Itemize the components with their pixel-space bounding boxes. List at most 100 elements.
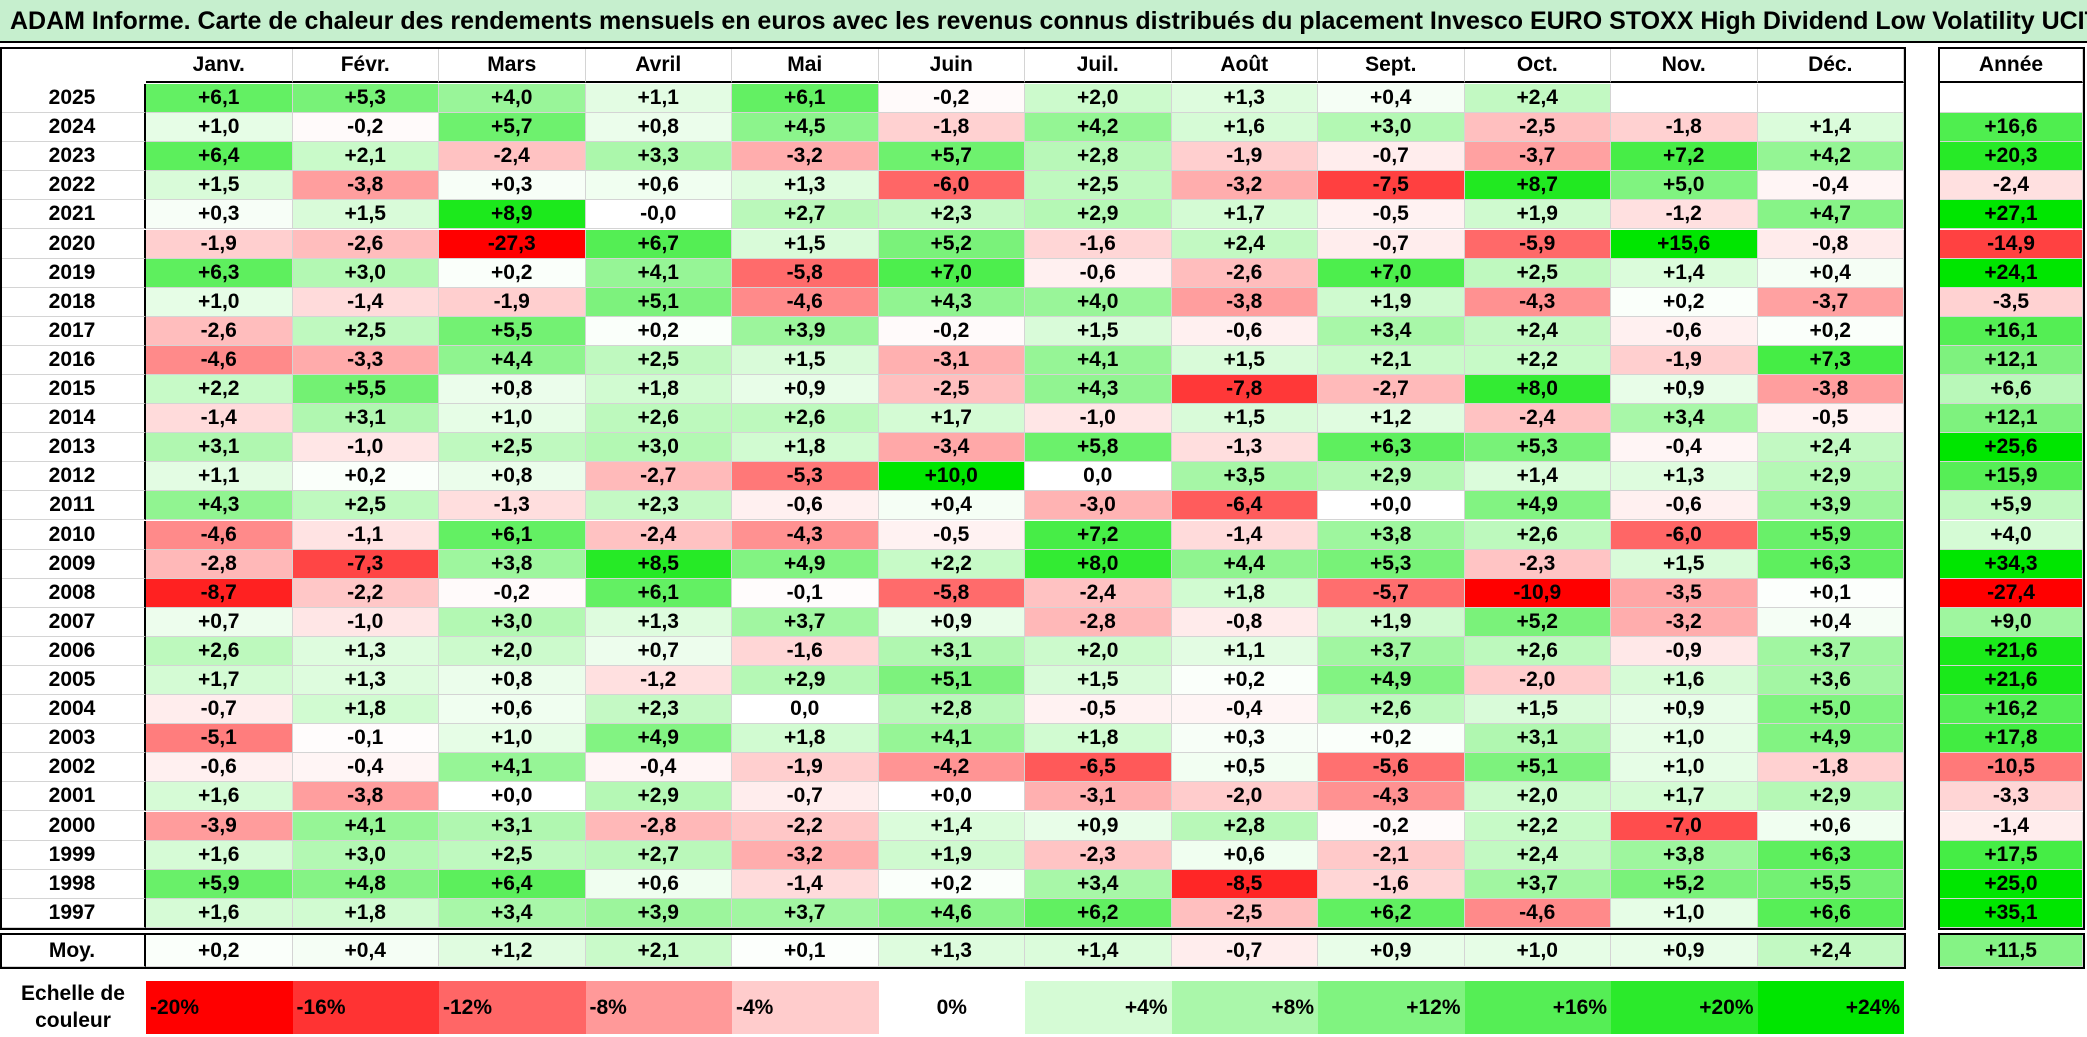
heatmap-cell: -2,6 <box>146 316 293 346</box>
heatmap-cell: +1,9 <box>1464 200 1611 230</box>
heatmap-cell: -3,1 <box>878 345 1025 375</box>
heatmap-cell: +0,3 <box>439 171 586 201</box>
heatmap-cell: -2,3 <box>1025 840 1172 870</box>
heatmap-cell: +3,8 <box>1318 520 1465 550</box>
heatmap-cell: +5,1 <box>1464 753 1611 783</box>
color-scale-swatch: +20% <box>1611 981 1758 1034</box>
heatmap-cell: +3,6 <box>1757 666 1904 696</box>
heatmap-cell: -8,5 <box>1171 869 1318 899</box>
heatmap-cell: +2,9 <box>1318 462 1465 492</box>
heatmap-cell: -3,8 <box>292 782 439 812</box>
heatmap-cell: -0,4 <box>1171 695 1318 725</box>
year-label: 2023 <box>0 142 146 172</box>
heatmap-cell: +6,7 <box>585 229 732 259</box>
heatmap-cell: +0,6 <box>439 695 586 725</box>
heatmap-cell: -1,6 <box>732 636 879 666</box>
year-label: 2012 <box>0 462 146 492</box>
heatmap-cell: +1,3 <box>1611 462 1758 492</box>
heatmap-cell: +2,2 <box>878 549 1025 579</box>
year-label: 2008 <box>0 578 146 608</box>
heatmap-cell: +2,9 <box>1757 782 1904 812</box>
heatmap-cell: +2,0 <box>1025 84 1172 114</box>
annual-cell <box>1940 84 2083 114</box>
annual-cell: +20,3 <box>1940 142 2083 172</box>
color-scale-swatch: 0% <box>878 981 1025 1034</box>
heatmap-cell: -3,8 <box>292 171 439 201</box>
heatmap-cell: -3,7 <box>1464 142 1611 172</box>
heatmap-cell: -3,2 <box>1171 171 1318 201</box>
heatmap-cell: +5,1 <box>585 287 732 317</box>
heatmap-cell: +1,3 <box>292 666 439 696</box>
heatmap-cell: -0,6 <box>732 491 879 521</box>
heatmap-cell: +0,7 <box>146 607 293 637</box>
average-cell: +0,2 <box>146 935 293 967</box>
heatmap-cell: -3,8 <box>1171 287 1318 317</box>
heatmap-cell: -6,4 <box>1171 491 1318 521</box>
heatmap-cell: +7,2 <box>1611 142 1758 172</box>
year-label: 2011 <box>0 491 146 521</box>
heatmap-cell: +3,1 <box>878 636 1025 666</box>
heatmap-cell: +8,9 <box>439 200 586 230</box>
color-scale-swatch: -4% <box>732 981 879 1034</box>
heatmap-cell: +2,6 <box>1318 695 1465 725</box>
heatmap-cell: +2,2 <box>1464 811 1611 841</box>
heatmap-cell: +4,1 <box>292 811 439 841</box>
heatmap-cell: +1,7 <box>1611 782 1758 812</box>
heatmap-cell: +4,0 <box>1025 287 1172 317</box>
heatmap-cell: +4,8 <box>292 869 439 899</box>
heatmap-cell: +5,7 <box>878 142 1025 172</box>
month-header: Août <box>1171 49 1318 83</box>
heatmap-cell: -5,3 <box>732 462 879 492</box>
heatmap-cell: +5,5 <box>1757 869 1904 899</box>
heatmap-cell: +0,9 <box>1611 375 1758 405</box>
heatmap-cell: +1,9 <box>1318 607 1465 637</box>
heatmap-cell: -7,3 <box>292 549 439 579</box>
year-label: 2022 <box>0 171 146 201</box>
heatmap-cell: +1,5 <box>1025 666 1172 696</box>
heatmap-cell: +5,0 <box>1757 695 1904 725</box>
heatmap-cell: -0,2 <box>878 84 1025 114</box>
heatmap-cell: -2,4 <box>585 520 732 550</box>
heatmap-cell: -4,3 <box>1318 782 1465 812</box>
heatmap-cell: +6,1 <box>585 578 732 608</box>
heatmap-cell: +6,3 <box>146 258 293 288</box>
heatmap-cell: +7,0 <box>1318 258 1465 288</box>
average-cell: -0,7 <box>1171 935 1318 967</box>
heatmap-cell: +0,4 <box>1757 258 1904 288</box>
heatmap-cell: -7,5 <box>1318 171 1465 201</box>
heatmap-cell: +1,7 <box>146 666 293 696</box>
average-cell: +1,3 <box>878 935 1025 967</box>
heatmap-cell: +6,3 <box>1757 840 1904 870</box>
heatmap-cell: -1,9 <box>1611 345 1758 375</box>
heatmap-cell: +1,0 <box>1611 898 1758 928</box>
heatmap-cell: -2,2 <box>292 578 439 608</box>
heatmap-cell: +2,4 <box>1464 840 1611 870</box>
heatmap-cell: -0,2 <box>292 113 439 143</box>
heatmap-cell: +5,9 <box>146 869 293 899</box>
heatmap-cell: -2,6 <box>1171 258 1318 288</box>
heatmap-cell: +3,9 <box>585 898 732 928</box>
heatmap-cell: -0,6 <box>146 753 293 783</box>
heatmap-cell: +0,3 <box>1171 724 1318 754</box>
year-label: 2017 <box>0 316 146 346</box>
heatmap-cell: +1,5 <box>732 229 879 259</box>
heatmap-cell: -0,8 <box>1171 607 1318 637</box>
annual-cell: +25,0 <box>1940 869 2083 899</box>
average-cell: +2,4 <box>1757 935 1904 967</box>
heatmap-cell: -1,9 <box>439 287 586 317</box>
heatmap-cell: +0,9 <box>878 607 1025 637</box>
annual-cell: +5,9 <box>1940 491 2083 521</box>
heatmap-cell: +3,0 <box>1318 113 1465 143</box>
heatmap-cell: +3,4 <box>1318 316 1465 346</box>
year-label: 2010 <box>0 520 146 550</box>
annual-cell: +15,9 <box>1940 462 2083 492</box>
heatmap-cell: -2,4 <box>439 142 586 172</box>
month-header: Avril <box>585 49 732 83</box>
heatmap-cell: +3,7 <box>732 898 879 928</box>
heatmap-cell: +0,8 <box>439 462 586 492</box>
heatmap-cell: +5,2 <box>878 229 1025 259</box>
heatmap-cell: -1,8 <box>1611 113 1758 143</box>
heatmap-cell: +6,6 <box>1757 898 1904 928</box>
heatmap-cell: +3,0 <box>292 840 439 870</box>
annual-cell: -1,4 <box>1940 811 2083 841</box>
